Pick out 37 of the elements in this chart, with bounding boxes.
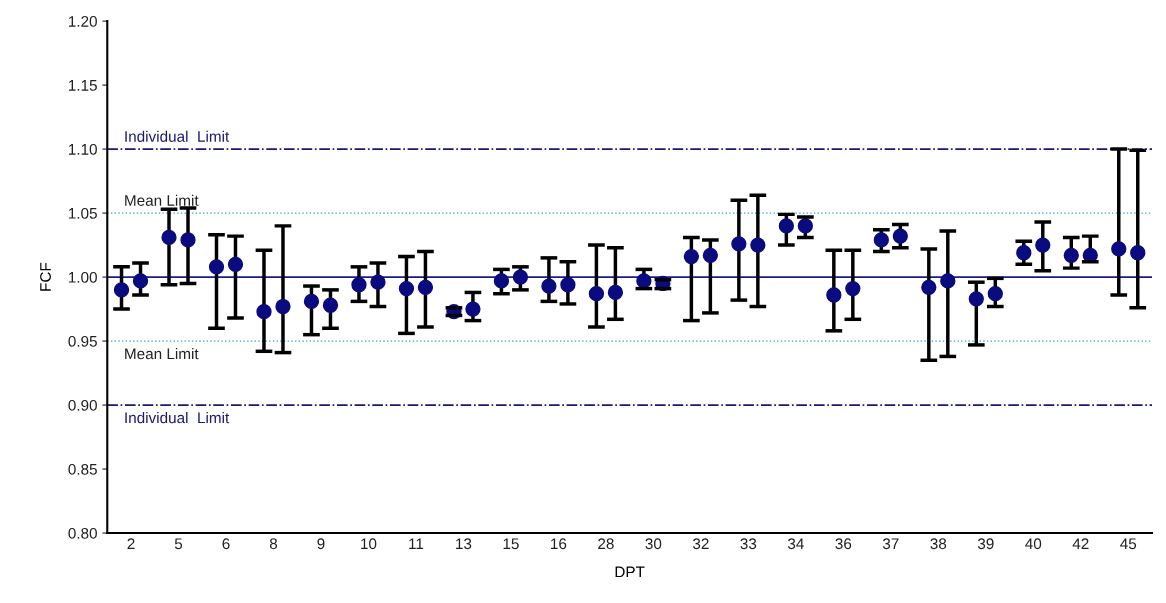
ref-line-label: Mean Limit [125, 194, 199, 206]
x-tick-label: 6 [222, 538, 230, 550]
x-tick-label: 30 [645, 538, 662, 550]
y-tick-label: 0.95 [68, 335, 97, 347]
x-tick-label: 8 [269, 538, 278, 550]
x-tick-label: 39 [977, 538, 994, 550]
y-tick-label: 0.85 [68, 463, 97, 475]
x-tick-label: 40 [1025, 538, 1042, 550]
y-tick-label: 0.90 [68, 399, 97, 411]
x-tick-label: 16 [551, 538, 567, 550]
x-tick-label: 34 [787, 538, 804, 550]
x-tick-label: 11 [409, 538, 424, 549]
x-tick-label: 33 [740, 538, 757, 550]
x-tick-label: 13 [456, 538, 472, 550]
ref-line-label: Individual Limit [125, 412, 230, 424]
ref-line-label: Mean Limit [125, 348, 199, 360]
x-tick-label: 5 [174, 538, 183, 550]
x-tick-label: 9 [317, 538, 325, 550]
ref-line-label: Individual Limit [125, 130, 230, 142]
x-tick-label: 28 [598, 538, 614, 550]
y-tick-label: 1.20 [68, 15, 97, 27]
x-tick-label: 42 [1072, 538, 1089, 549]
x-tick-label: 38 [930, 538, 947, 550]
y-tick-label: 1.10 [68, 143, 97, 155]
x-tick-label: 36 [835, 538, 852, 550]
x-tick-label: 32 [692, 538, 709, 550]
x-tick-label: 15 [503, 538, 519, 550]
y-axis-title: FCF [40, 262, 51, 291]
x-tick-label: 2 [127, 538, 135, 549]
x-tick-label: 45 [1120, 538, 1137, 550]
x-axis-title: DPT [615, 566, 645, 578]
x-tick-label: 10 [361, 538, 377, 550]
y-tick-label: 0.80 [68, 527, 97, 539]
y-tick-label: 1.15 [68, 80, 97, 91]
x-tick-label: 37 [882, 538, 899, 550]
y-tick-label: 1.05 [68, 207, 97, 219]
y-tick-label: 1.00 [68, 271, 97, 283]
